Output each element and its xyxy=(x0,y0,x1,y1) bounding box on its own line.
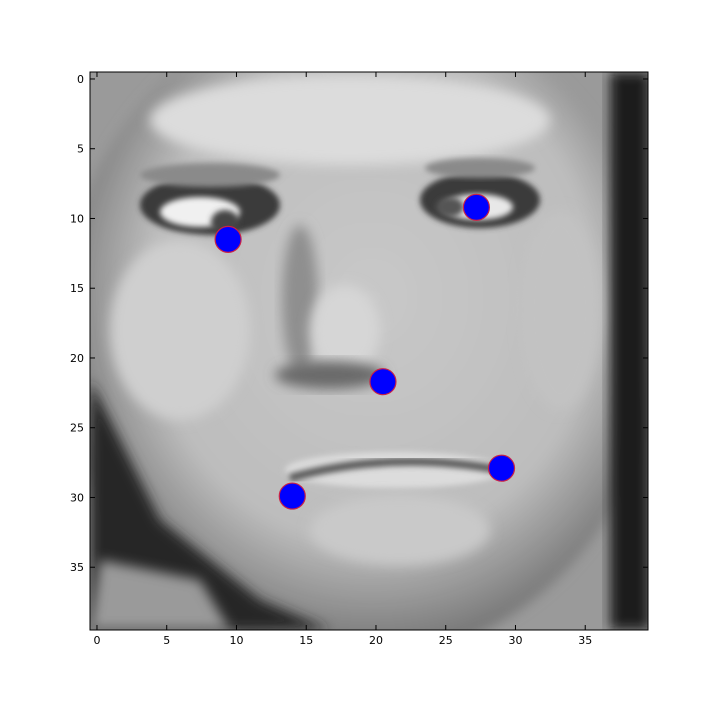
x-tick-label: 20 xyxy=(369,634,383,647)
x-axis-ticks: 0 5 10 15 20 25 30 35 xyxy=(93,72,592,647)
y-tick-label: 20 xyxy=(70,352,84,365)
axes-frame xyxy=(89,71,649,631)
y-tick-label: 10 xyxy=(70,212,84,225)
x-tick-label: 15 xyxy=(299,634,313,647)
scatter-point xyxy=(278,482,306,510)
x-tick-label: 25 xyxy=(439,634,453,647)
x-tick-label: 5 xyxy=(163,634,170,647)
x-tick-label: 35 xyxy=(578,634,592,647)
y-tick-label: 25 xyxy=(70,422,84,435)
scatter-point xyxy=(369,368,397,396)
x-tick-label: 0 xyxy=(93,634,100,647)
y-tick-label: 15 xyxy=(70,282,84,295)
face-image xyxy=(90,72,648,630)
y-axis-ticks: 0 5 10 15 20 25 30 35 xyxy=(70,73,648,574)
y-tick-label: 35 xyxy=(70,561,84,574)
y-tick-label: 30 xyxy=(70,491,84,504)
scatter-point xyxy=(214,225,242,253)
y-tick-label: 5 xyxy=(77,143,84,156)
x-tick-label: 30 xyxy=(508,634,522,647)
x-tick-label: 10 xyxy=(229,634,243,647)
scatter-points xyxy=(214,193,516,510)
scatter-point xyxy=(462,193,491,221)
scatter-point xyxy=(487,454,516,482)
y-tick-label: 0 xyxy=(77,73,84,86)
